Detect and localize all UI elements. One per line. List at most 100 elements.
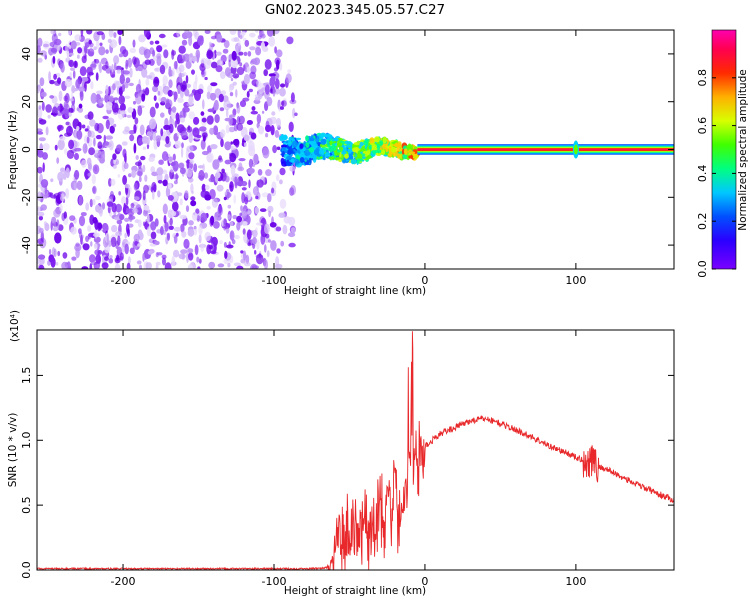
- heatmap-noise-cell: [37, 211, 45, 217]
- heatmap-noise-cell: [138, 176, 142, 183]
- heatmap-noise-cell: [279, 87, 286, 97]
- heatmap-noise-cell: [159, 64, 166, 75]
- heatmap-noise-cell: [108, 95, 115, 103]
- heatmap-noise-cell: [239, 34, 243, 40]
- heatmap-noise-cell: [178, 162, 185, 169]
- heatmap-transition-cell: [390, 146, 397, 153]
- heatmap-noise-cell: [160, 226, 164, 236]
- heatmap-noise-cell: [150, 231, 157, 240]
- heatmap-noise-cell: [119, 74, 126, 85]
- heatmap-noise-cell: [204, 57, 212, 70]
- heatmap-noise-cell: [268, 36, 276, 47]
- heatmap-noise-cell: [54, 232, 62, 244]
- heatmap-noise-cell: [108, 258, 114, 264]
- heatmap-noise-cell: [229, 92, 234, 97]
- heatmap-noise-cell: [84, 42, 90, 48]
- heatmap-noise-cell: [178, 45, 186, 54]
- heatmap-noise-cell: [122, 70, 130, 75]
- heatmap-noise-cell: [70, 226, 77, 235]
- heatmap-noise-cell: [102, 115, 109, 120]
- heatmap-noise-cell: [186, 31, 193, 39]
- heatmap-noise-cell: [89, 263, 93, 269]
- heatmap-noise-cell: [74, 34, 82, 42]
- heatmap-noise-cell: [115, 65, 123, 71]
- heatmap-noise-cell: [97, 250, 103, 255]
- snr-series-line: [37, 331, 674, 570]
- heatmap-noise-cell: [135, 155, 139, 160]
- heatmap-noise-cell: [38, 254, 46, 260]
- heatmap-noise-cell: [101, 202, 106, 210]
- heatmap-transition-cell: [314, 143, 318, 148]
- heatmap-noise-cell: [79, 231, 83, 239]
- heatmap-noise-cell: [268, 210, 271, 218]
- heatmap-noise-cell: [66, 149, 75, 159]
- heatmap-noise-cell: [71, 256, 77, 261]
- heatmap-noise-cell: [98, 98, 103, 107]
- heatmap-noise-cell: [79, 66, 87, 77]
- heatmap-noise-cell: [276, 117, 282, 128]
- heatmap-noise-cell: [132, 39, 136, 48]
- heatmap-noise-cell: [210, 144, 218, 150]
- y-tick-label: 0.5: [20, 496, 33, 514]
- heatmap-noise-cell: [206, 205, 211, 210]
- heatmap-noise-cell: [126, 114, 132, 118]
- heatmap-noise-cell: [196, 215, 201, 222]
- heatmap-noise-cell: [88, 71, 94, 76]
- heatmap-noise-cell: [184, 89, 190, 97]
- heatmap-noise-cell: [154, 218, 159, 227]
- heatmap-noise-cell: [233, 194, 237, 204]
- heatmap-transition-cell: [306, 155, 313, 159]
- heatmap-noise-cell: [73, 173, 77, 178]
- heatmap-noise-cell: [160, 128, 164, 137]
- heatmap-noise-cell: [206, 49, 214, 60]
- heatmap-noise-cell: [42, 40, 51, 50]
- heatmap-noise-cell: [207, 108, 215, 113]
- heatmap-noise-cell: [85, 202, 90, 211]
- heatmap-noise-cell: [169, 217, 173, 226]
- heatmap-noise-cell: [93, 232, 100, 238]
- heatmap-transition-cell: [322, 156, 326, 161]
- heatmap-noise-cell: [248, 158, 253, 169]
- heatmap-noise-cell: [172, 201, 179, 212]
- heatmap-y-axis-label: Frequency (Hz): [7, 110, 19, 189]
- heatmap-noise-cell: [266, 30, 274, 37]
- heatmap-noise-cell: [65, 188, 70, 199]
- heatmap-noise-cell: [229, 184, 233, 189]
- heatmap-noise-cell: [173, 234, 178, 244]
- heatmap-noise-cell: [40, 179, 49, 188]
- heatmap-noise-cell: [290, 92, 295, 103]
- heatmap-noise-cell: [167, 195, 174, 201]
- heatmap-noise-cell: [137, 243, 142, 247]
- heatmap-noise-cell: [242, 31, 246, 36]
- heatmap-noise-cell: [179, 167, 186, 175]
- heatmap-noise-cell: [272, 145, 277, 154]
- colorbar-tick-label: 0.4: [696, 165, 709, 183]
- heatmap-transition-cell: [344, 153, 349, 159]
- heatmap-noise-cell: [204, 76, 208, 81]
- heatmap-noise-cell: [165, 136, 170, 144]
- heatmap-noise-cell: [142, 88, 146, 94]
- heatmap-noise-cell: [156, 252, 163, 256]
- heatmap-noise-cell: [141, 93, 146, 102]
- heatmap-noise-cell: [176, 131, 180, 137]
- heatmap-noise-cell: [220, 138, 224, 148]
- heatmap-noise-cell: [230, 145, 237, 151]
- heatmap-noise-cell: [75, 79, 81, 89]
- colorbar-label: Normalized spectral amplitude: [737, 69, 749, 230]
- heatmap-transition-cell: [294, 158, 300, 165]
- heatmap-noise-cell: [150, 166, 156, 173]
- heatmap-noise-cell: [44, 184, 48, 195]
- heatmap-noise-cell: [242, 97, 250, 102]
- heatmap-noise-cell: [179, 117, 185, 123]
- heatmap-noise-cell: [47, 114, 51, 119]
- heatmap-noise-cell: [243, 134, 250, 142]
- heatmap-noise-cell: [268, 73, 276, 77]
- heatmap-noise-cell: [139, 124, 145, 136]
- heatmap-noise-cell: [194, 89, 201, 101]
- heatmap-noise-cell: [92, 186, 96, 194]
- heatmap-noise-cell: [68, 59, 74, 68]
- heatmap-noise-cell: [87, 130, 95, 138]
- heatmap-noise-cell: [281, 100, 285, 107]
- x-tick-label: 100: [565, 274, 586, 287]
